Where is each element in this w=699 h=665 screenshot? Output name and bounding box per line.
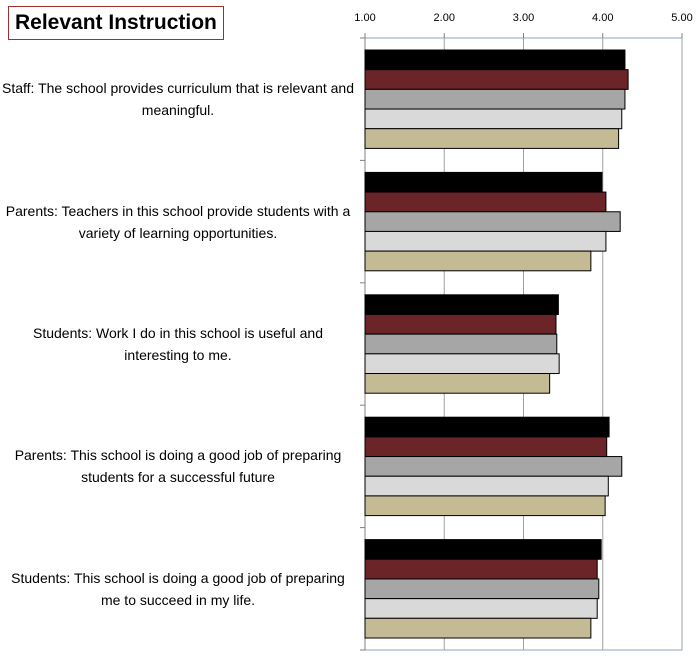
y-tick-label: Staff: The school provides curriculum th… [2,80,354,119]
bar [364,250,592,272]
bar [364,578,600,600]
bar [364,475,609,497]
bar [364,108,623,130]
y-tick-label: Students: Work I do in this school is us… [32,325,323,363]
bar [364,436,608,458]
bar [364,171,603,193]
bar [364,88,626,110]
bar [364,558,598,580]
bar [364,294,559,315]
bar [364,49,626,71]
bar [364,456,623,477]
bar [364,495,606,517]
x-tick-label: 5.00 [671,12,692,24]
bar [364,211,621,232]
x-tick-label: 1.00 [354,12,375,24]
bar [364,539,602,560]
y-tick-label: Students: This school is doing a good jo… [11,569,345,608]
bar [364,373,551,394]
x-tick-label: 3.00 [513,12,534,24]
bar [364,598,598,619]
bar [364,191,607,213]
y-tick-label: Parents: Teachers in this school provide… [5,202,351,241]
y-tick-label: Parents: This school is doing a good job… [14,447,342,486]
bar [364,333,558,355]
bar [364,416,610,438]
bar [364,353,560,375]
bar [364,230,607,252]
chart-title: Relevant Instruction [8,6,224,40]
x-tick-label: 2.00 [434,12,455,24]
x-tick-label: 4.00 [592,12,613,24]
bar [364,128,620,149]
bar [364,617,592,639]
bar [364,313,557,335]
bar [364,69,629,90]
